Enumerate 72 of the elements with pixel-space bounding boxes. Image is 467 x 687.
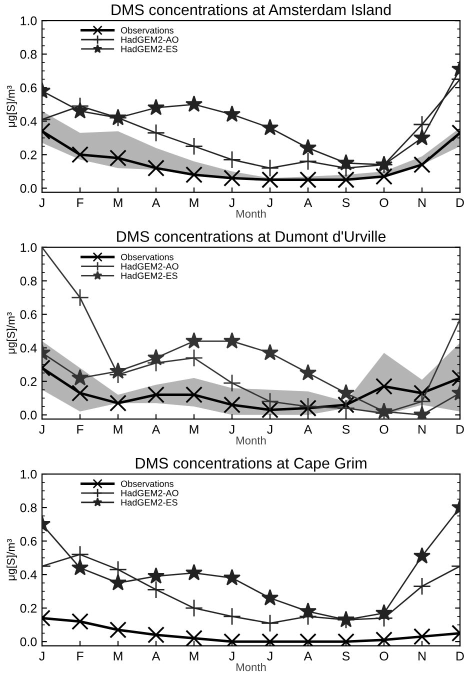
legend-label: HadGEM2-ES [121, 272, 178, 279]
y-tick-label: 0.0 [20, 184, 37, 193]
chart-title: DMS concentrations at Amsterdam Island [112, 4, 391, 16]
x-tick-label: O [380, 652, 388, 661]
y-axis-title: μg[S]/m³ [6, 539, 18, 580]
legend-label: HadGEM2-ES [121, 46, 178, 52]
x-tick-label: A [152, 652, 160, 660]
x-tick-label: J [39, 425, 44, 434]
legend-label: Observations [121, 26, 174, 34]
x-axis-title: Month [236, 210, 266, 218]
y-tick-label: 0.2 [20, 604, 37, 613]
legend-label: HadGEM2-AO [121, 490, 178, 496]
x-tick-label: S [342, 424, 350, 434]
x-tick-label: N [418, 425, 426, 434]
x-tick-label: F [77, 425, 84, 434]
x-tick-label: J [39, 652, 44, 661]
chart-title: DMS concentrations at Cape Grim [136, 457, 366, 472]
y-tick-label: 0.0 [20, 410, 37, 420]
x-tick-label: D [456, 425, 464, 434]
x-tick-label: M [114, 198, 122, 207]
x-tick-label: J [39, 198, 44, 208]
x-tick-label: O [380, 424, 388, 434]
y-tick-label: 1.0 [20, 470, 37, 479]
y-tick-label: 0.6 [20, 83, 37, 92]
x-tick-label: A [304, 425, 312, 434]
y-tick-label: 0.6 [20, 310, 37, 319]
y-tick-label: 0.8 [20, 503, 37, 512]
y-tick-label: 0.6 [20, 536, 37, 546]
legend-label: HadGEM2-AO [121, 36, 178, 43]
x-tick-label: J [229, 652, 234, 661]
legend-label: HadGEM2-ES [121, 498, 178, 506]
y-tick-label: 0.8 [20, 50, 37, 59]
x-tick-label: D [456, 198, 464, 207]
x-axis-title: Month [236, 436, 266, 444]
legend-label: HadGEM2-AO [121, 262, 178, 270]
legend-label: Observations [121, 254, 174, 260]
x-tick-label: O [380, 198, 388, 208]
x-tick-label: A [152, 198, 160, 207]
y-axis-title: μg[S]/m³ [6, 86, 18, 127]
y-tick-label: 0.4 [20, 344, 37, 353]
x-tick-label: F [77, 198, 84, 207]
y-tick-label: 0.2 [20, 377, 37, 386]
x-axis-title: Month [236, 662, 266, 672]
x-tick-label: A [304, 652, 312, 660]
y-axis-title: μg[S]/m³ [6, 312, 18, 354]
y-tick-label: 1.0 [20, 16, 37, 26]
chart-title: DMS concentrations at Dumont d'Urville [117, 230, 386, 242]
x-tick-label: A [152, 425, 160, 434]
x-tick-label: M [190, 425, 198, 434]
x-tick-label: M [190, 652, 198, 660]
x-tick-label: D [456, 652, 464, 660]
legend-label: Observations [121, 480, 174, 487]
x-tick-label: F [77, 652, 84, 660]
x-tick-label: N [418, 652, 426, 660]
x-tick-label: M [114, 652, 122, 660]
x-tick-label: N [418, 198, 426, 207]
x-tick-label: J [267, 425, 272, 434]
x-tick-label: J [229, 425, 234, 434]
y-tick-label: 1.0 [20, 243, 37, 252]
x-tick-label: J [229, 198, 234, 208]
x-tick-label: A [304, 198, 312, 207]
y-tick-label: 0.8 [20, 276, 37, 286]
x-tick-label: J [267, 198, 272, 208]
y-tick-label: 0.2 [20, 150, 37, 160]
y-tick-label: 0.0 [20, 637, 37, 646]
y-tick-label: 0.4 [20, 570, 37, 580]
x-tick-label: S [342, 198, 350, 208]
x-tick-label: M [190, 198, 198, 207]
x-tick-label: J [267, 652, 272, 661]
y-tick-label: 0.4 [20, 116, 37, 126]
x-tick-label: M [114, 425, 122, 434]
x-tick-label: S [342, 652, 350, 661]
